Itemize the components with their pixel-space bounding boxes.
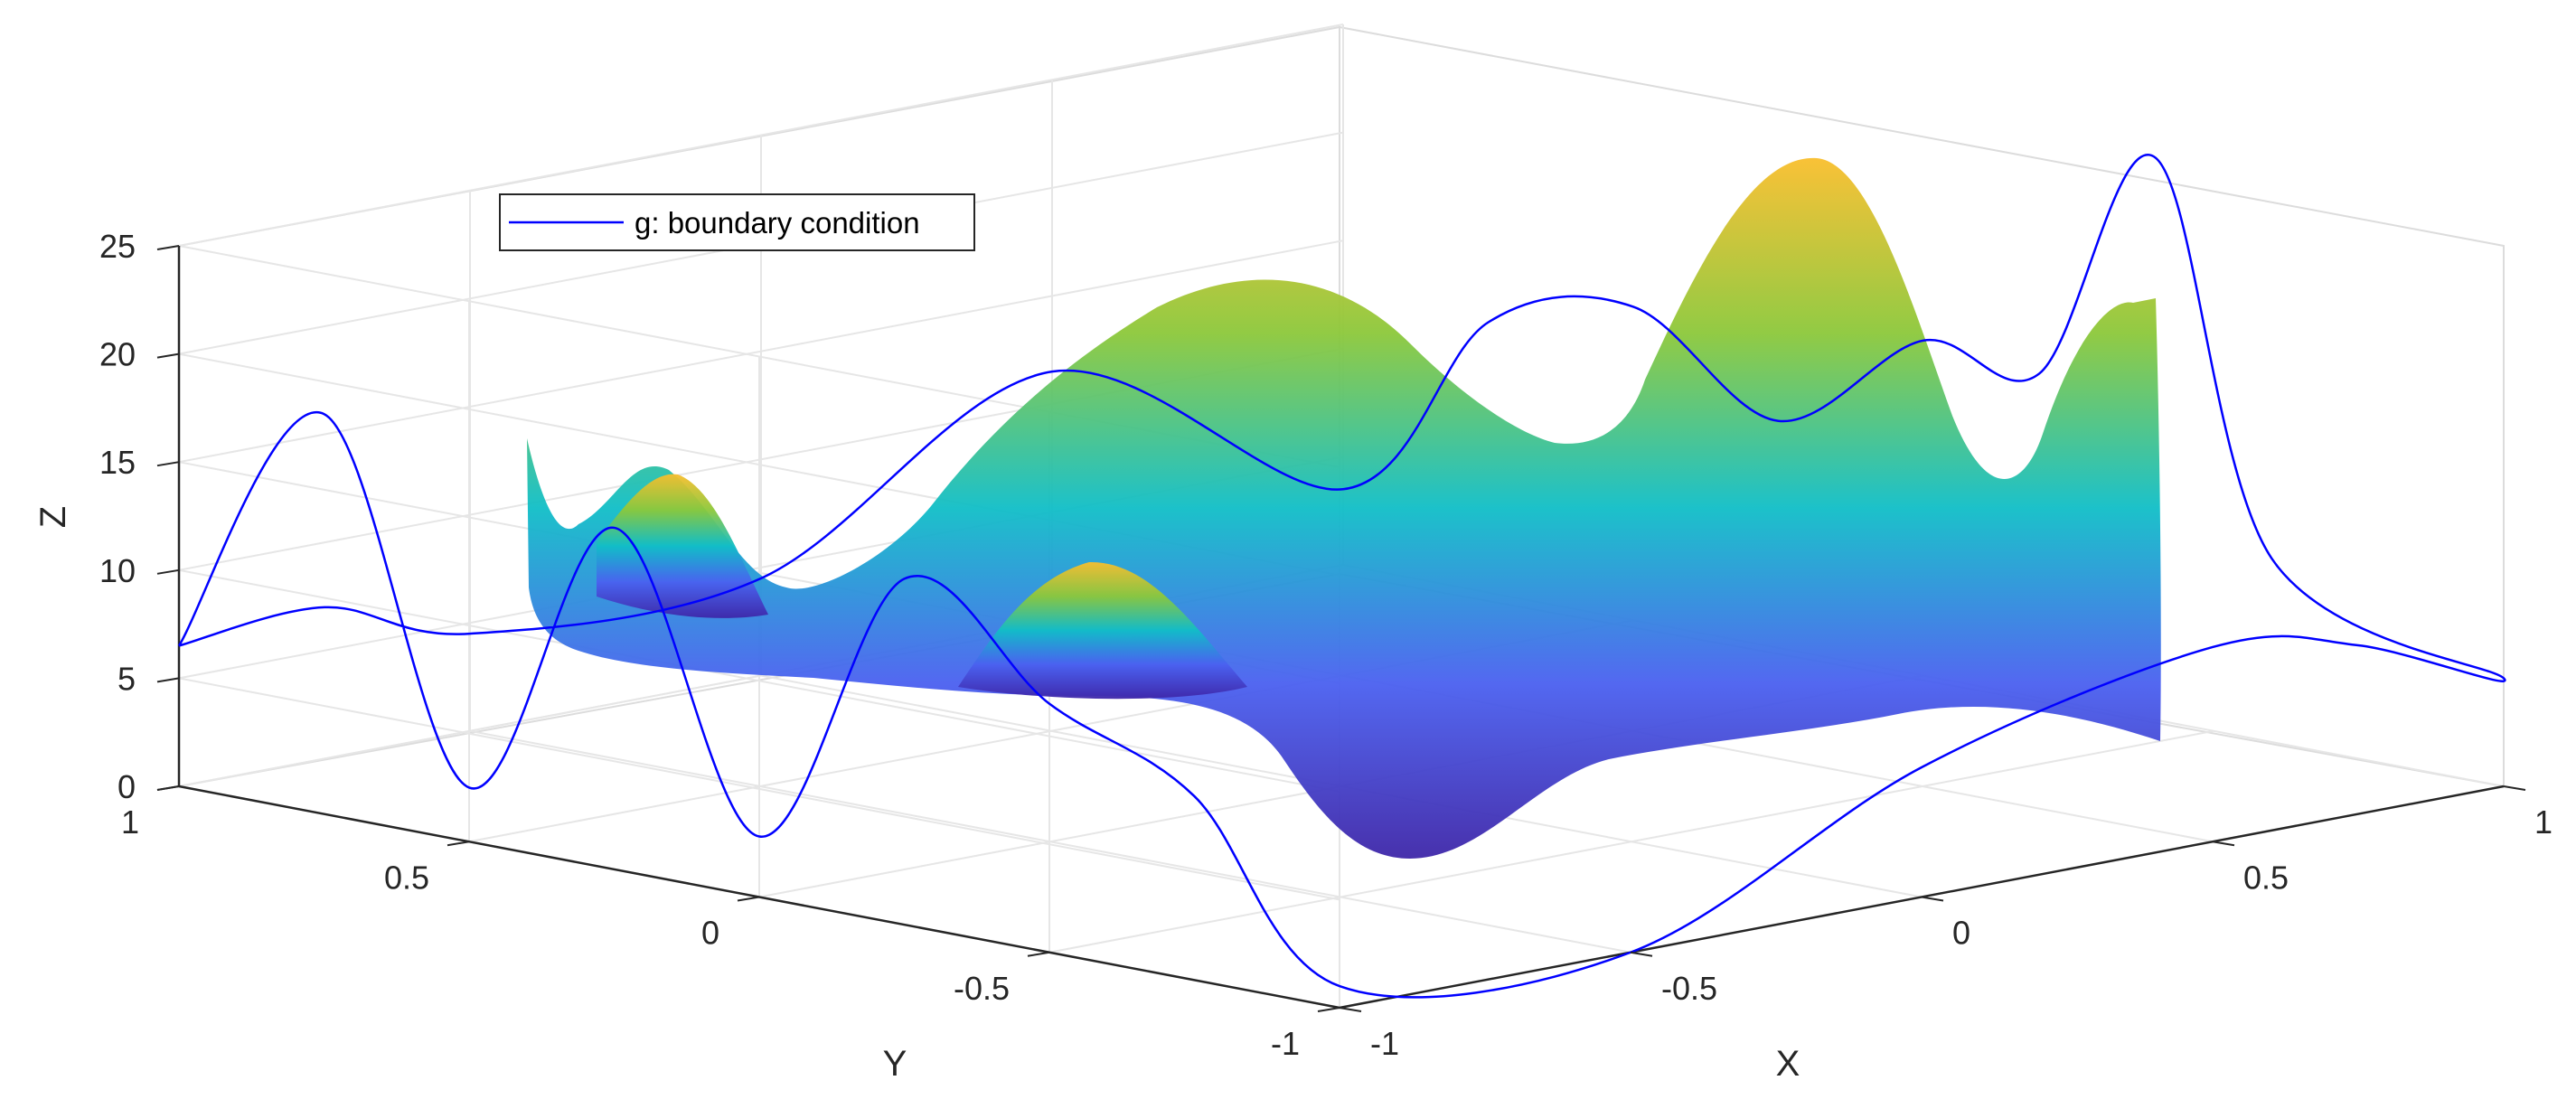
x-axis-label: X bbox=[1776, 1044, 1800, 1084]
legend-entry-label: g: boundary condition bbox=[635, 206, 920, 240]
boundary-line bbox=[177, 154, 2506, 999]
y-tick-mark bbox=[156, 785, 180, 791]
z-tick-labels: 0 5 10 15 20 25 bbox=[99, 228, 180, 805]
z-tick-mark bbox=[156, 568, 180, 575]
x-tick-mark bbox=[2503, 785, 2526, 791]
surface-front-peak bbox=[958, 561, 1247, 700]
surface-back-ribbon bbox=[527, 157, 2161, 859]
x-tick-mark bbox=[1630, 951, 1653, 957]
surface-left-peak bbox=[597, 474, 768, 618]
x-tick-label: 0 bbox=[1952, 915, 1970, 952]
x-tick-mark bbox=[1921, 896, 1944, 902]
x-tick-label: -1 bbox=[1370, 1025, 1399, 1062]
y-tick-label: -0.5 bbox=[954, 970, 1010, 1007]
z-tick-mark bbox=[156, 245, 180, 250]
x-tick-label: -0.5 bbox=[1661, 970, 1717, 1007]
y-tick-label: -1 bbox=[1271, 1025, 1300, 1062]
x-tick-labels: -1 -0.5 0 0.5 1 bbox=[1339, 785, 2552, 1062]
z-tick-label: 0 bbox=[118, 768, 136, 805]
z-axis-label: Z bbox=[33, 506, 73, 528]
y-tick-mark bbox=[447, 841, 470, 847]
boundary-condition-curve bbox=[177, 154, 2506, 999]
z-tick-label: 25 bbox=[99, 228, 136, 265]
x-tick-label: 0.5 bbox=[2243, 859, 2289, 896]
x-tick-label: 1 bbox=[2534, 803, 2552, 841]
y-tick-mark bbox=[1027, 951, 1050, 957]
y-tick-label: 0 bbox=[701, 915, 719, 952]
legend: g: boundary condition bbox=[499, 193, 975, 251]
z-tick-label: 5 bbox=[118, 660, 136, 697]
z-tick-label: 10 bbox=[99, 552, 136, 589]
z-tick-mark bbox=[156, 461, 180, 467]
y-tick-labels: -1 -0.5 0 0.5 1 bbox=[121, 785, 1340, 1062]
x-tick-mark bbox=[2212, 841, 2235, 847]
y-tick-label: 0.5 bbox=[384, 859, 429, 896]
z-tick-mark bbox=[156, 352, 180, 359]
z-tick-mark bbox=[156, 677, 180, 683]
z-tick-label: 15 bbox=[99, 444, 136, 481]
x-tick-mark bbox=[1339, 1007, 1362, 1012]
surface-mesh bbox=[527, 157, 2161, 859]
y-tick-mark bbox=[1317, 1007, 1340, 1012]
y-axis-label: Y bbox=[883, 1044, 907, 1084]
y-tick-mark bbox=[737, 896, 760, 902]
y-tick-label: 1 bbox=[121, 803, 139, 841]
z-tick-label: 20 bbox=[99, 336, 136, 373]
